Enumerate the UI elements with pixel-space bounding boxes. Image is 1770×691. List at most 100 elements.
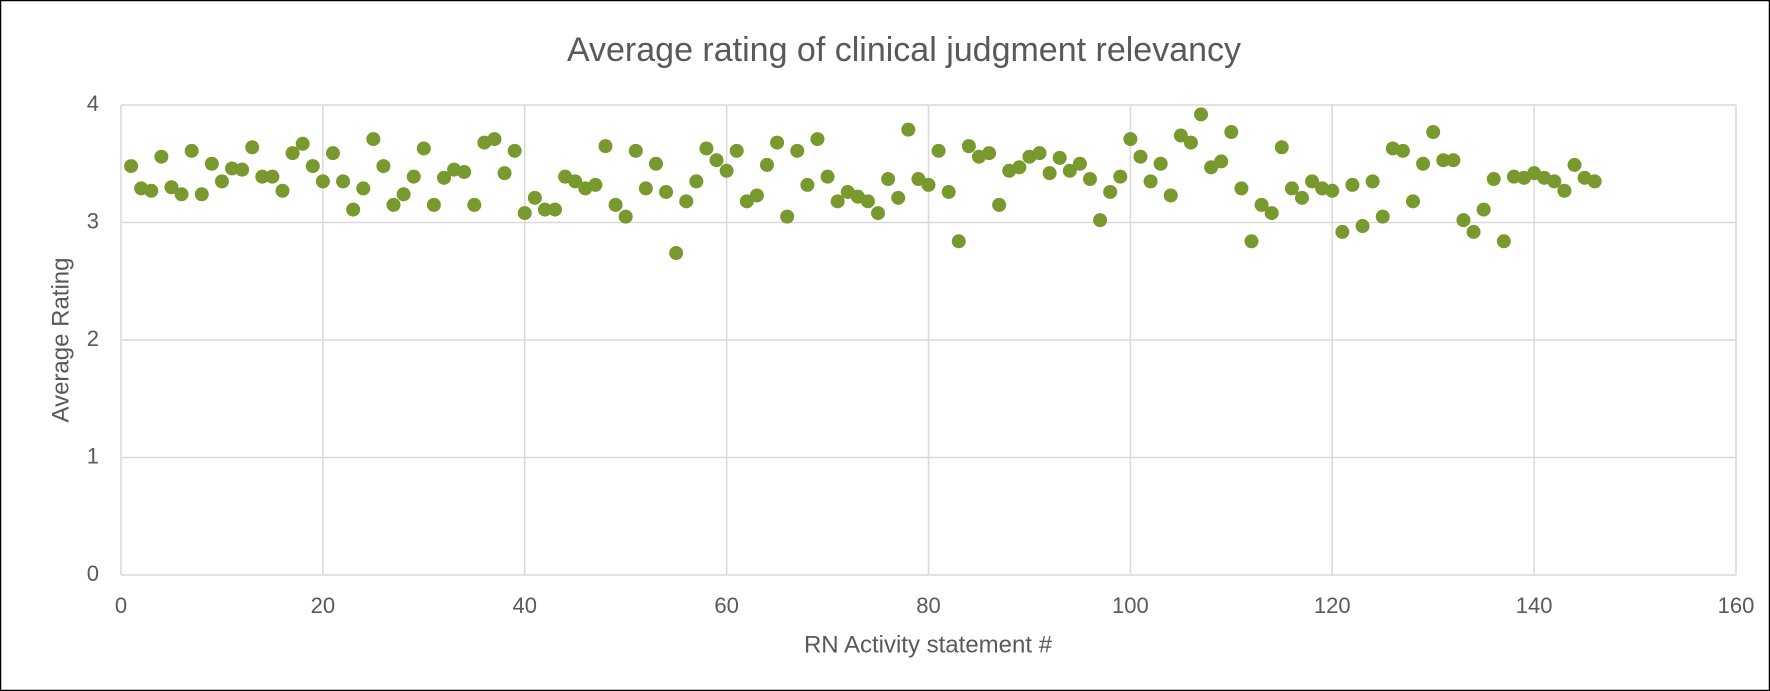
point [366,132,381,147]
point [235,162,250,177]
grid [120,104,1737,576]
point [1587,174,1602,189]
point [1052,150,1067,165]
point [1416,156,1431,171]
point [1456,213,1471,228]
point [1284,181,1299,196]
point [204,156,219,171]
point [1194,107,1209,122]
point [426,197,441,212]
point [386,197,401,212]
point [992,197,1007,212]
point [679,194,694,209]
point [1032,146,1047,161]
point [245,140,260,155]
point [356,181,371,196]
point [1153,156,1168,171]
point [860,194,875,209]
point [1264,206,1279,221]
point [487,132,502,147]
point [588,177,603,192]
y-axis-title: Average Rating [47,258,74,423]
x-tick-label: 140 [1516,593,1553,618]
point [305,159,320,174]
point [1496,234,1511,249]
point [214,174,229,189]
point [941,184,956,199]
point [336,174,351,189]
point [820,169,835,184]
point [1355,219,1370,234]
point [517,206,532,221]
point [800,177,815,192]
point [1466,224,1481,239]
point [618,209,633,224]
y-tick-label: 2 [87,326,99,351]
point [982,146,997,161]
point [1406,194,1420,209]
point [255,169,270,184]
point [346,202,361,217]
point [174,187,189,202]
point [1113,169,1128,184]
point [931,143,946,158]
point [467,197,482,212]
point [1173,128,1188,143]
y-tick-label: 1 [87,443,99,468]
point [437,170,451,185]
point [1476,202,1491,217]
point [1365,174,1380,189]
point [739,194,754,209]
point [830,194,845,209]
point [1133,149,1148,164]
point [457,164,472,179]
point [1072,156,1087,171]
y-tick-label: 3 [87,208,99,233]
point [1426,125,1441,140]
point [194,187,209,202]
point [1244,234,1259,249]
point [1163,188,1178,203]
point [790,143,805,158]
point [265,169,280,184]
point [1183,135,1198,150]
point [760,157,774,172]
point [507,143,522,158]
point [1436,153,1451,168]
point [1143,174,1158,189]
point [729,143,744,158]
point [951,234,966,249]
point [1234,181,1249,196]
point [548,202,563,217]
point [1224,125,1239,140]
point [1335,224,1350,239]
point [315,174,330,189]
point [527,190,542,205]
point [1294,190,1309,205]
point [1567,157,1582,172]
x-tick-label: 20 [311,593,335,618]
point [699,141,714,156]
point [749,188,764,203]
x-axis-title: RN Activity statement # [804,631,1053,658]
point [780,209,795,224]
point [1395,143,1410,158]
point [275,183,290,198]
x-tick-label: 120 [1314,593,1351,618]
point [1274,140,1289,155]
point [325,146,340,161]
point [1103,184,1118,199]
point [1254,197,1269,212]
point [961,139,976,154]
point [770,135,785,150]
y-tick-label: 4 [87,91,99,116]
point [598,139,613,154]
point [184,143,199,158]
point [1557,183,1572,198]
x-tick-label: 60 [714,593,738,618]
x-tick-label: 40 [513,593,537,618]
point [1042,166,1057,181]
point [568,174,583,189]
